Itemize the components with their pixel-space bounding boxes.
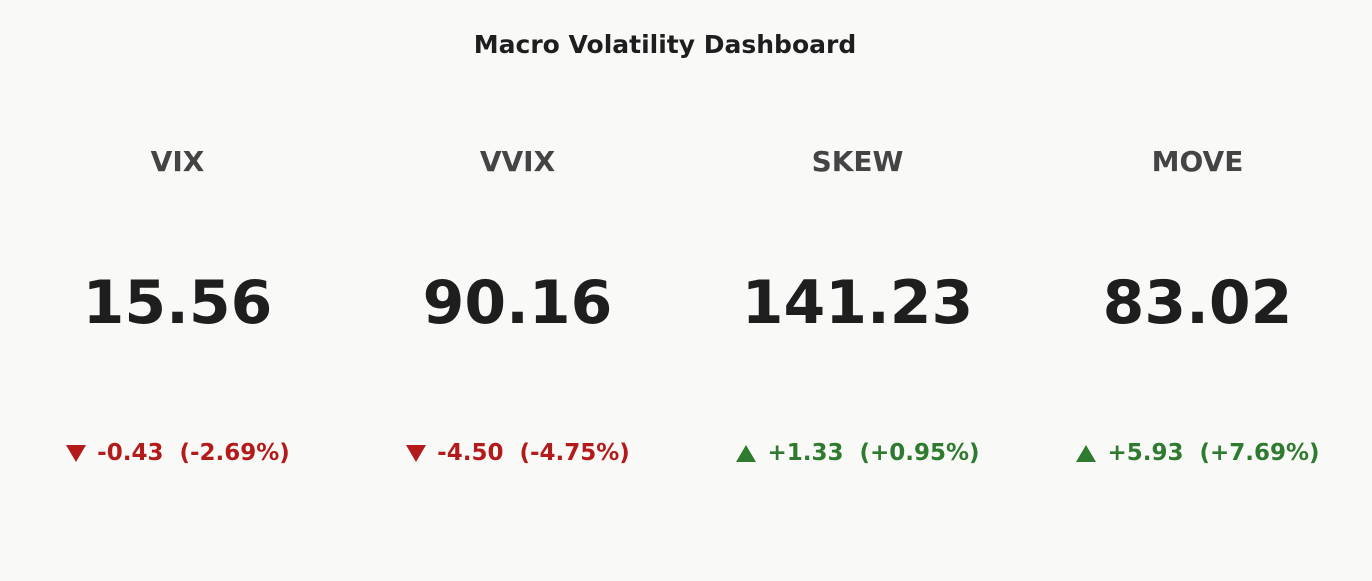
delta-change: -4.50 [437,440,504,466]
indicator-delta: +1.33 (+0.95%) [686,440,1029,466]
dashboard-title: Macro Volatility Dashboard [473,30,857,59]
delta-arrow-shape [66,445,87,462]
indicator-delta: -4.50 (-4.75%) [346,440,689,466]
indicator-card: VVIX 90.16 -4.50 (-4.75%) [346,0,689,581]
indicator-card: SKEW 141.23 +1.33 (+0.95%) [686,0,1029,581]
indicator-delta: -0.43 (-2.69%) [6,440,349,466]
delta-arrow [736,445,757,462]
delta-arrow [406,445,427,462]
delta-arrow-shape [736,445,757,462]
delta-arrow-shape [1076,445,1097,462]
indicator-value: 90.16 [422,268,613,338]
delta-percent: (+7.69%) [1199,440,1320,466]
delta-percent: (-4.75%) [519,440,630,466]
delta-arrow-shape [406,445,427,462]
indicator-label: MOVE [1151,145,1244,178]
delta-arrow [66,445,87,462]
delta-change: +1.33 [767,440,844,466]
delta-change: -0.43 [97,440,164,466]
indicator-label: SKEW [811,145,904,178]
indicator-value: 141.23 [741,268,974,338]
indicator-label: VVIX [479,145,556,178]
indicator-value: 83.02 [1102,268,1293,338]
delta-arrow [1076,445,1097,462]
delta-percent: (-2.69%) [179,440,290,466]
indicator-label: VIX [150,145,205,178]
indicator-delta: +5.93 (+7.69%) [1026,440,1369,466]
indicator-value: 15.56 [82,268,273,338]
indicator-card: MOVE 83.02 +5.93 (+7.69%) [1026,0,1369,581]
indicator-card: VIX 15.56 -0.43 (-2.69%) [6,0,349,581]
delta-percent: (+0.95%) [859,440,980,466]
delta-change: +5.93 [1107,440,1184,466]
